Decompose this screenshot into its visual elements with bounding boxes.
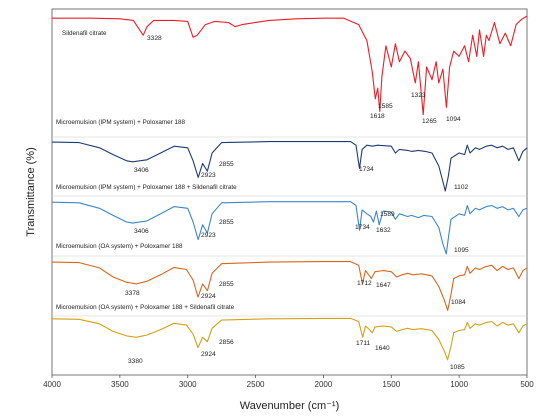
peak-label-1-1618: 1618 [370, 113, 385, 120]
peak-label-2-1734: 1734 [359, 166, 374, 173]
series-line-1 [52, 15, 528, 116]
peak-label-3-1589: 1589 [380, 211, 395, 218]
peak-label-4-2924: 2924 [201, 293, 216, 300]
x-tick-label-2000: 2000 [315, 380, 333, 389]
x-tick-label-1000: 1000 [450, 380, 468, 389]
peak-label-2-3406: 3406 [134, 167, 149, 174]
peak-label-1-1323: 1323 [411, 92, 426, 99]
series-label-2: Microemulsion (IPM system) + Poloxamer 1… [56, 119, 185, 126]
series-line-2 [51, 141, 528, 192]
peak-label-4-1647: 1647 [376, 282, 391, 289]
x-tick-label-3000: 3000 [179, 380, 197, 389]
peak-label-1-1265: 1265 [422, 118, 437, 125]
peak-label-3-1095: 1095 [454, 247, 469, 254]
x-tick-label-2500: 2500 [247, 380, 265, 389]
peak-label-5-1640: 1640 [375, 345, 390, 352]
peak-label-3-1632: 1632 [376, 227, 391, 234]
peak-label-3-3406: 3406 [134, 228, 149, 235]
peak-label-1-1585: 1585 [378, 103, 393, 110]
peak-label-2-2855: 2855 [219, 161, 234, 168]
spectra-series [51, 15, 528, 361]
peak-label-2-1102: 1102 [454, 184, 469, 191]
peak-label-5-1711: 1711 [356, 340, 371, 347]
peak-label-4-1084: 1084 [451, 299, 466, 306]
series-line-5 [51, 317, 528, 361]
plot-frame [51, 8, 528, 376]
peak-label-4-2855: 2855 [219, 281, 234, 288]
series-separators [52, 136, 527, 317]
series-label-4: Microemulsion (OA system) + Poloxamer 18… [56, 243, 183, 250]
peak-label-5-3380: 3380 [128, 358, 143, 365]
x-axis-ticks: 4000 3500 3000 2500 2000 1500 1000 500 [43, 375, 534, 389]
x-tick-label-1500: 1500 [382, 380, 400, 389]
peak-label-5-2856: 2856 [219, 339, 234, 346]
series-line-4 [51, 261, 528, 311]
series-label-1: Sildenafil citrate [62, 30, 107, 37]
peak-label-3-2923: 2923 [201, 232, 216, 239]
x-axis-title: Wavenumber (cm⁻¹) [240, 400, 340, 412]
peak-label-1-1094: 1094 [446, 116, 461, 123]
peak-label-4-3378: 3378 [125, 290, 140, 297]
series-label-5: Microemulsion (OA system) + Poloxamer 18… [56, 304, 235, 311]
peak-label-5-2924: 2924 [201, 351, 216, 358]
peak-label-4-1712: 1712 [357, 280, 372, 287]
peak-label-2-2923: 2923 [201, 172, 216, 179]
series-line-3 [51, 201, 528, 255]
peak-label-3-2855: 2855 [219, 219, 234, 226]
x-tick-label-4000: 4000 [43, 380, 61, 389]
series-label-3: Microemulsion (IPM system) + Poloxamer 1… [56, 184, 237, 191]
peak-label-1-3328: 3328 [147, 35, 162, 42]
y-axis-title: Transmittance (%) [25, 147, 37, 236]
x-tick-label-500: 500 [520, 380, 534, 389]
peak-label-3-1734: 1734 [355, 224, 370, 231]
peak-label-5-1085: 1085 [450, 364, 465, 371]
series-labels: Sildenafil citrate Microemulsion (IPM sys… [56, 30, 237, 311]
x-tick-label-3500: 3500 [111, 380, 129, 389]
